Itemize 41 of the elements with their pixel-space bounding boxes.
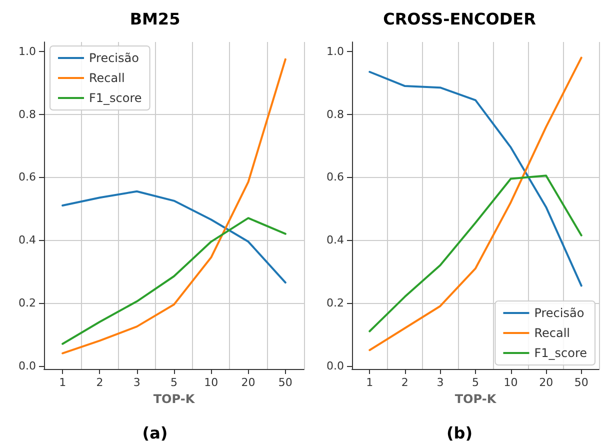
line-series [62,190,286,284]
x-tick-label: 5 [170,376,178,389]
x-tick-label: 20 [539,376,554,389]
legend-label: Precisão [89,51,139,65]
x-tick-label: 10 [504,376,518,389]
x-tick-label: 50 [574,376,588,389]
text: (a) [142,424,168,442]
chart-title: CROSS-ENCODER [383,10,536,28]
y-tick-label: 0.0 [18,359,36,372]
legend-label: F1_score [534,346,587,360]
text: (b) [446,424,473,442]
y-tick-label: 0.8 [326,108,344,121]
y-tick-label: 0.2 [326,296,344,310]
y-tick-label: 0.6 [326,170,344,184]
y-tick-label: 0.4 [18,234,36,247]
x-tick-label: 3 [436,376,444,389]
x-tick-label: 10 [204,376,218,389]
x-tick-label: 50 [278,376,292,389]
y-tick-label: 0.6 [18,170,36,184]
x-tick-label: 1 [59,376,66,389]
legend-label: Recall [89,71,125,85]
x-tick-label: 2 [401,376,408,389]
line-series [62,217,286,345]
x-axis-title: TOP-K [454,392,497,406]
line-series [368,70,582,287]
y-tick-label: 0.0 [326,359,344,372]
x-tick-label: 1 [366,376,374,389]
y-tick-label: 1.0 [326,44,344,58]
y-tick-label: 0.2 [18,296,36,310]
x-axis-title: TOP-K [153,392,196,406]
y-tick-label: 0.4 [326,234,344,247]
x-tick-label: 20 [241,376,256,389]
legend-label: Recall [534,326,570,340]
y-tick-label: 0.8 [18,108,36,121]
x-tick-label: 3 [133,376,140,389]
x-tick-label: 5 [472,376,479,389]
chart-title: BM25 [130,10,180,28]
y-tick-label: 1.0 [18,44,36,58]
x-tick-label: 2 [96,376,104,389]
legend-label: Precisão [534,306,584,320]
legend-label: F1_score [89,91,142,105]
